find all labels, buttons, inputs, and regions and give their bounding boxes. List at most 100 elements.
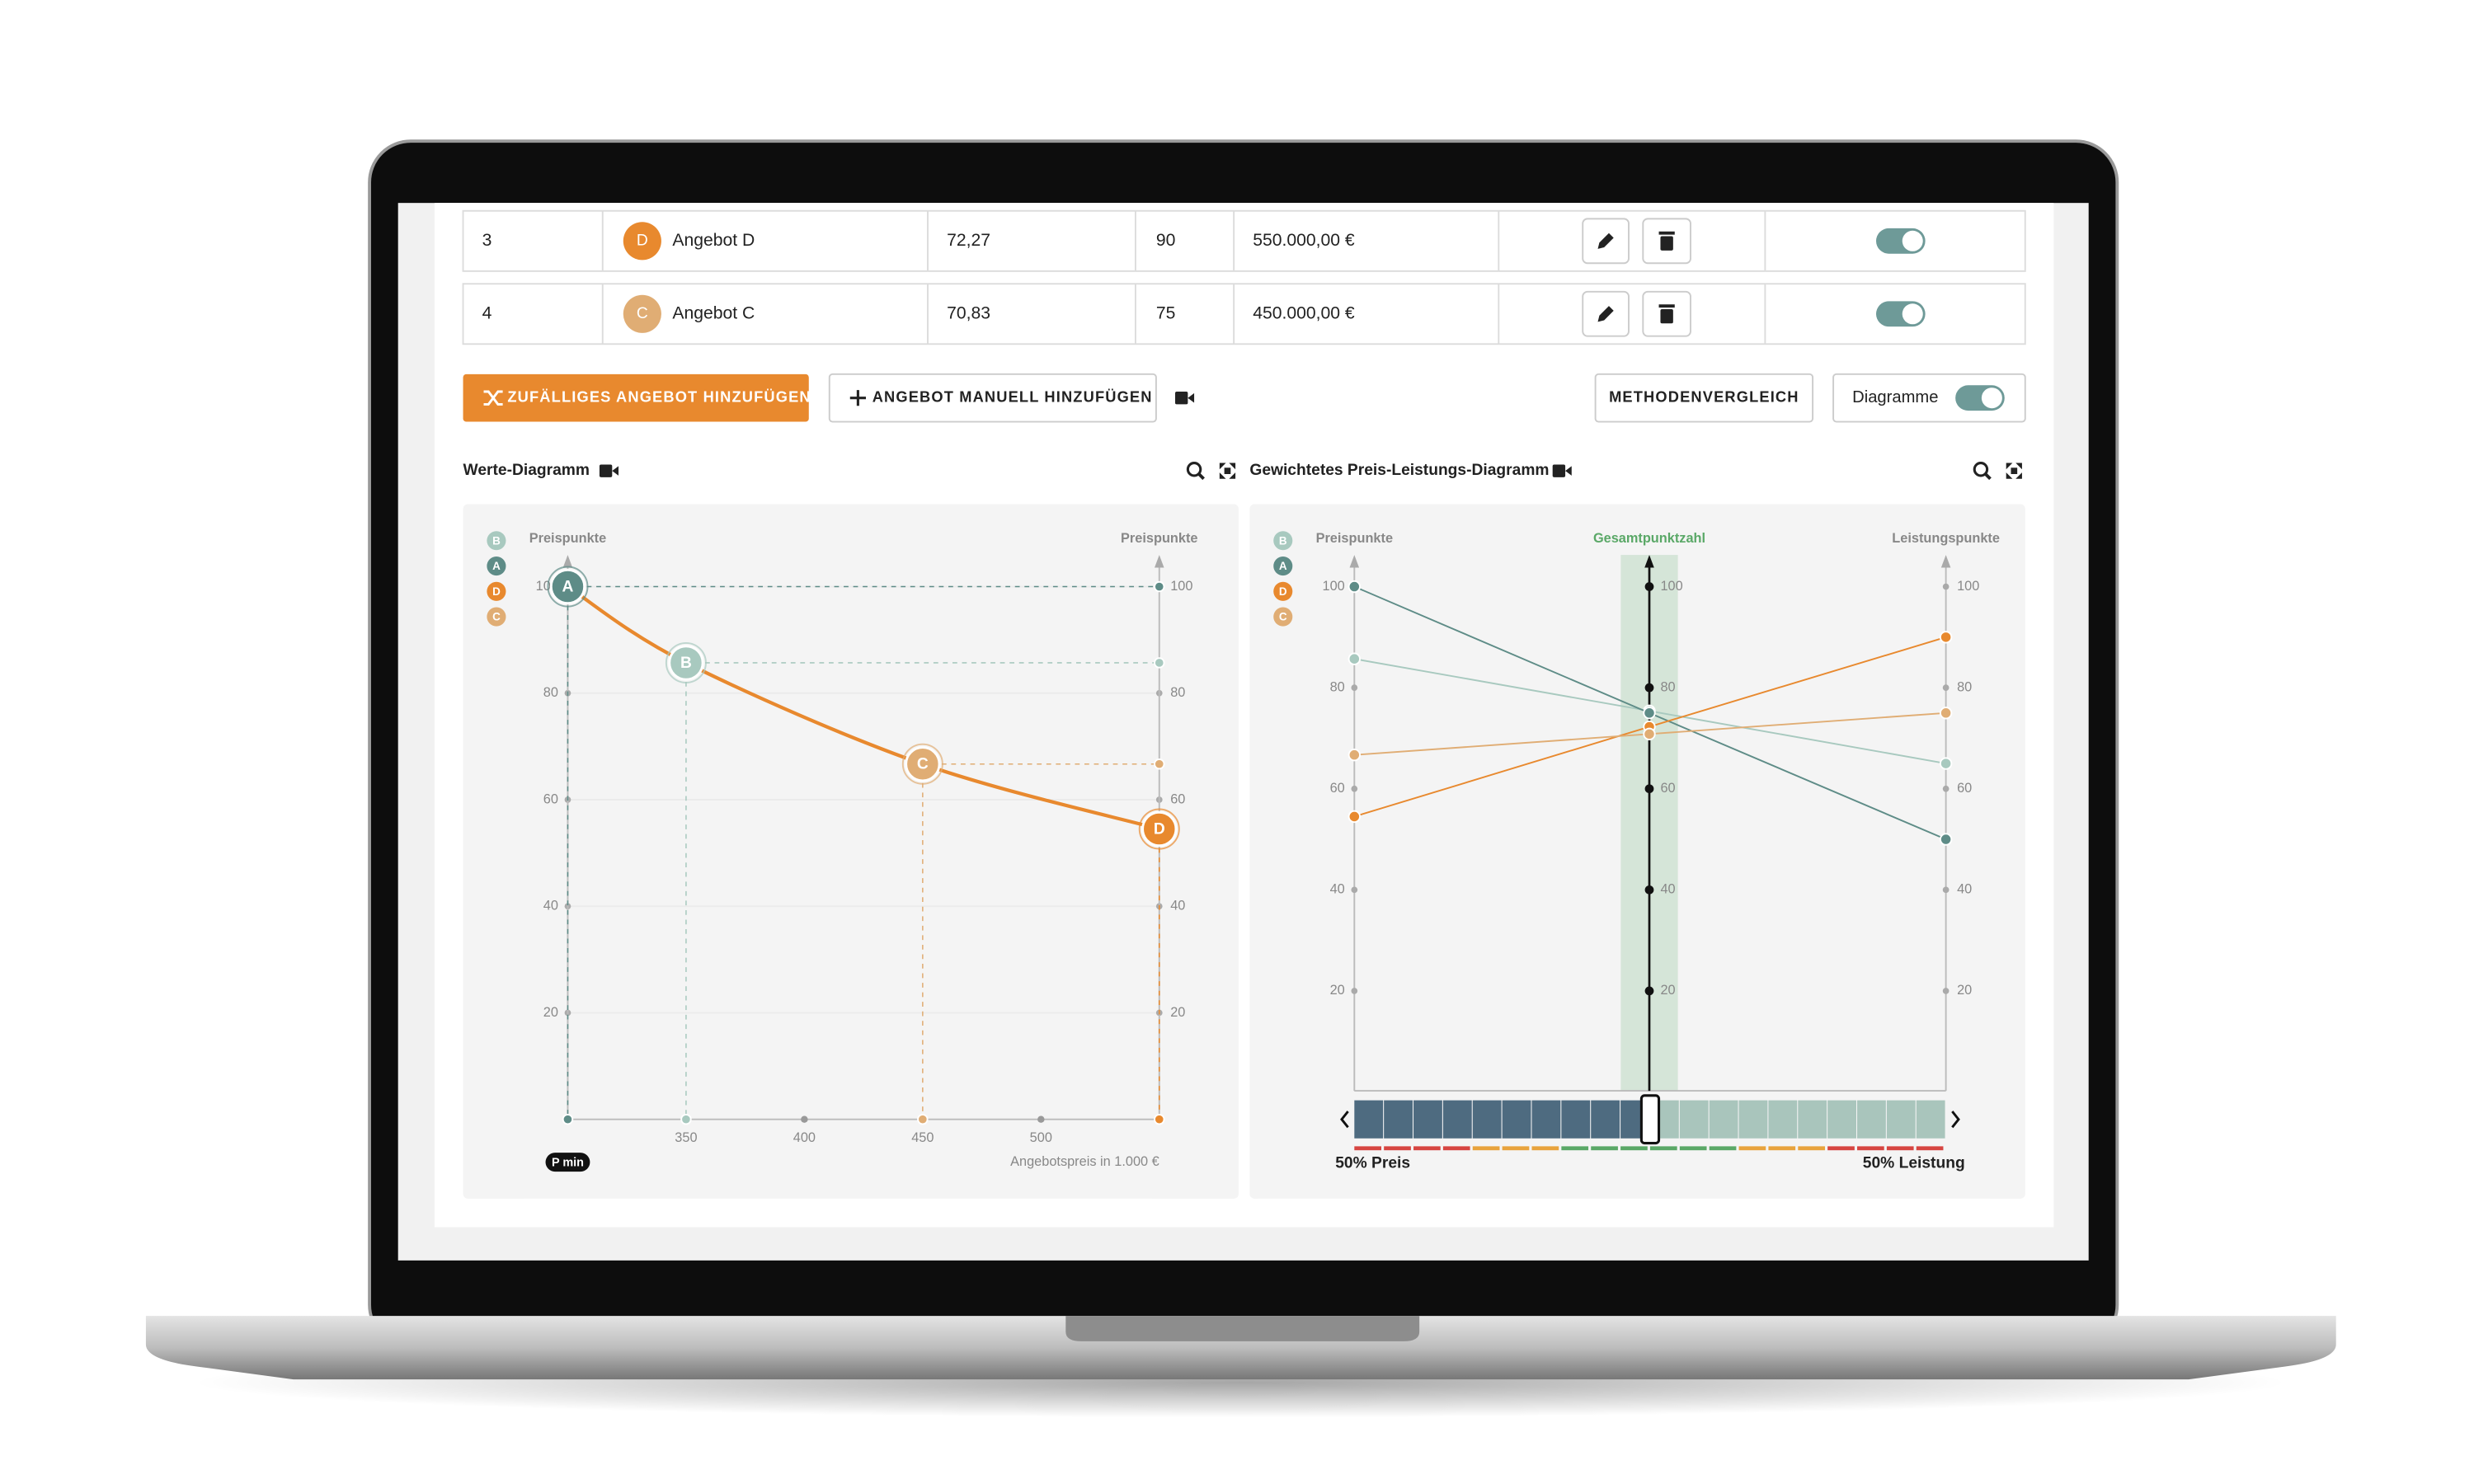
slider-left[interactable] [1340,1111,1349,1129]
y-tick-label: 100 [1957,579,1979,594]
offer-score: 70,83 [947,303,990,322]
legend-badge [1273,556,1293,576]
slider-segment[interactable] [1531,1100,1561,1139]
legend-label: D [492,585,501,598]
expand-icon [2006,463,2022,479]
y2-axis-arrow [1155,555,1164,568]
expand-center [2011,467,2018,474]
weight-strip [1620,1146,1648,1151]
slider-segment[interactable] [1857,1100,1886,1139]
y-tick [1942,988,1950,994]
slider-segment[interactable] [1768,1100,1798,1139]
weight-strip [1827,1146,1855,1151]
y-tick [1351,684,1358,691]
weight-strip [1679,1146,1707,1151]
weight-strip [1591,1146,1618,1151]
offer-point [1348,810,1361,824]
legend-badge [487,607,506,627]
random-offer-button[interactable] [463,373,809,422]
slider-segment[interactable] [1502,1100,1531,1139]
compare-label: METHODENVERGLEICH [1609,388,1799,406]
plus-icon [849,390,866,406]
video-icon-lens [1188,392,1195,403]
legend-badge [1273,531,1293,551]
slider-segment[interactable] [1413,1100,1442,1139]
slider-segment[interactable] [1798,1100,1827,1139]
y-tick [1942,785,1950,792]
offer-point-label: B [680,655,692,672]
compare-button[interactable] [1594,373,1814,423]
axis-label: Gesamtpunktzahl [1593,531,1705,546]
y-tick [1351,785,1358,792]
slider-handle[interactable] [1639,1094,1661,1145]
slider-segment[interactable] [1916,1100,1945,1139]
y-tick-label: 40 [1957,882,1972,897]
offer-point [1939,757,1953,770]
x-tick [1037,1115,1045,1123]
slider-segment[interactable] [1561,1100,1591,1139]
y-tick-label: 20 [1957,983,1972,998]
offer-price: 550.000,00 € [1253,231,1355,250]
chart-panel [1249,504,2025,1199]
y-tick-label: 20 [1660,983,1675,998]
offer-point [1348,580,1361,594]
video-icon [1552,464,1566,477]
axis-arrow [1940,555,1951,568]
point-ring [547,566,589,608]
manual-offer-button[interactable] [828,373,1157,423]
slider-segment[interactable] [1354,1100,1384,1139]
slider-segment[interactable] [1591,1100,1620,1139]
slider-segment[interactable] [1679,1100,1709,1139]
legend-badge [1273,607,1293,627]
slider-segment[interactable] [1472,1100,1502,1139]
slider-segment[interactable] [1384,1100,1413,1139]
trash-icon [1660,236,1673,251]
offer-point [1141,810,1178,848]
offer-badge [623,222,661,261]
value-chart: Werte-DiagrammBADC2040608010020406080100… [463,462,1239,1199]
y-tick [1644,885,1654,895]
slider-right[interactable] [1951,1111,1960,1129]
legend-label: C [1279,611,1287,623]
legend-badge [487,531,506,551]
x-tick-label: 400 [793,1130,816,1145]
weight-strip [1738,1146,1766,1151]
weight-strip [1502,1146,1530,1151]
offer-point-label: C [917,756,929,773]
random-offer-label: ZUFÄLLIGES ANGEBOT HINZUFÜGEN [507,388,811,406]
y2-tick-label: 20 [1170,1005,1185,1020]
slider-segment[interactable] [1442,1100,1472,1139]
y-tick [1351,886,1358,894]
chart-title: Gewichtetes Preis-Leistungs-Diagramm [1249,462,1549,479]
video-icon [1175,392,1188,405]
weight-strip [1768,1146,1796,1151]
row-number: 3 [482,231,492,250]
trash-lid [1658,304,1675,308]
weighted-chart: Gewichtetes Preis-Leistungs-Diagramm B A D C… [1249,462,2025,1199]
weight-strip [1798,1146,1825,1151]
weight-strip [1413,1146,1441,1151]
offer-badge-label: D [637,232,648,249]
y2-tick-label: 60 [1170,791,1185,806]
slider-segment[interactable] [1738,1100,1768,1139]
slider-segment[interactable] [1709,1100,1738,1139]
row-number: 4 [482,303,492,322]
slider-segment[interactable] [1886,1100,1916,1139]
axis-label: Leistungspunkte [1892,531,2000,546]
pencil-icon [1597,306,1614,322]
y2-tick-label: 100 [1170,579,1192,594]
expand-icon [1219,463,1236,479]
weight-strip [1886,1146,1914,1151]
slider-segment[interactable] [1827,1100,1856,1139]
manual-offer-label: ANGEBOT MANUELL HINZUFÜGEN [872,388,1153,406]
ui: 3 D Angebot D 72,27 90 550.000,00 € 4 C Angebot … [462,209,2026,1199]
guide-dot [562,1113,574,1125]
y2-axis-label: Preispunkte [1121,531,1197,546]
offer-point [549,568,586,605]
offer-price: 450.000,00 € [1253,303,1355,322]
legend-badge [487,581,506,601]
legend-label: B [1279,534,1287,547]
y-tick-label: 60 [1660,781,1675,796]
chart-title: Werte-Diagramm [463,462,590,479]
